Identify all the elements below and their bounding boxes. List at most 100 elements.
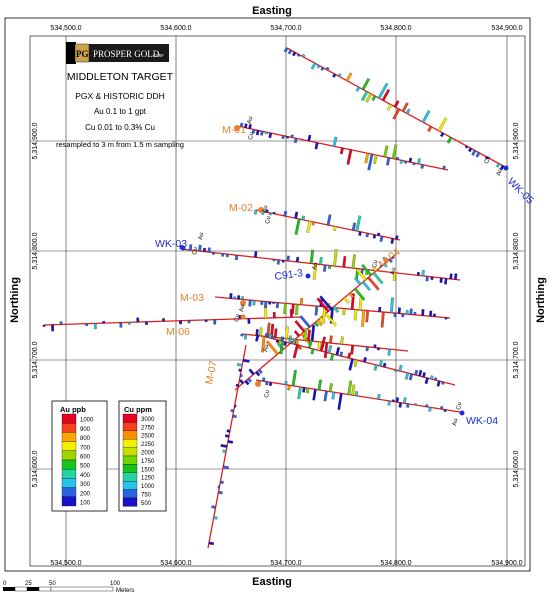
assay-bar	[255, 371, 261, 377]
legend-swatch	[61, 496, 77, 507]
legend-swatch	[61, 432, 77, 442]
assay-bar	[376, 347, 380, 351]
assay-bar	[302, 387, 306, 393]
assay-bar	[179, 320, 182, 325]
assay-bar	[236, 363, 243, 367]
assay-bar	[337, 73, 342, 78]
assay-bar	[218, 490, 223, 495]
assay-bar	[401, 102, 409, 112]
collar-wk04	[459, 410, 465, 416]
assay-bar	[247, 377, 252, 383]
assay-bar	[339, 147, 344, 155]
assay-bar	[294, 218, 301, 235]
assay-bar	[372, 234, 377, 239]
assay-bar	[425, 276, 429, 282]
assay-bar	[299, 315, 311, 328]
assay-bar	[316, 319, 323, 327]
assay-bar	[222, 465, 229, 470]
legend-label: 1250	[141, 476, 155, 482]
assay-bar	[406, 403, 410, 408]
assay-bar	[427, 125, 433, 132]
easting-tick-top: 534,500.0	[50, 25, 81, 32]
logo-text: PROSPER GOLD	[93, 49, 160, 59]
assay-bar	[257, 368, 263, 374]
assay-bar	[261, 335, 266, 353]
assay-bar	[301, 215, 305, 221]
legend-cu-title: Cu ppm	[124, 405, 152, 414]
assay-bar	[439, 277, 443, 283]
title-block: PG PROSPER GOLD CORP MIDDLETON TARGET PG…	[56, 42, 184, 149]
assay-bar	[260, 130, 264, 136]
assay-bar	[379, 264, 383, 268]
assay-bar	[248, 124, 252, 130]
assay-bar	[213, 319, 217, 325]
assay-bar	[339, 351, 344, 357]
legend-au-box	[51, 400, 108, 512]
assay-bar	[437, 117, 448, 132]
assay-bar	[389, 297, 394, 314]
assay-bar	[414, 369, 419, 376]
collar-c91	[305, 273, 311, 279]
assay-bar	[222, 449, 227, 453]
easting-tick-bottom: 534,900.0	[491, 560, 522, 567]
annot-au: Au	[198, 232, 205, 240]
assay-bar	[272, 211, 276, 215]
legend-label: 1000	[80, 418, 94, 424]
assay-bar	[446, 136, 453, 144]
assay-bar	[317, 379, 322, 391]
legend-swatch	[122, 481, 138, 490]
legend-label: 3000	[141, 417, 155, 423]
assay-bar	[484, 156, 489, 160]
assay-bar	[355, 268, 367, 281]
assay-bar	[314, 305, 319, 316]
assay-bar	[221, 253, 225, 257]
assay-bar	[440, 406, 444, 410]
assay-bar	[454, 273, 458, 280]
legend-swatch	[61, 441, 77, 451]
assay-bar	[379, 235, 384, 242]
assay-bar	[259, 327, 263, 337]
assay-bar	[348, 358, 354, 371]
assay-bar	[275, 302, 280, 309]
scale-units: Meters	[116, 588, 134, 594]
logo-mark-bar	[66, 42, 76, 64]
northing-tick-left: 5,314,700.0	[32, 341, 39, 378]
assay-bar	[324, 312, 337, 327]
assay-bar	[264, 332, 269, 338]
assay-bar	[335, 346, 341, 356]
legend-swatch	[122, 455, 138, 465]
assay-bar	[242, 358, 250, 363]
legend-label: 2750	[141, 425, 155, 431]
assay-bar	[284, 381, 288, 385]
northing-tick-right: 5,314,600.0	[513, 450, 520, 487]
legend-label: 200	[80, 491, 91, 497]
assay-bar	[202, 247, 206, 252]
assay-bar	[243, 334, 248, 340]
assay-bar	[219, 480, 224, 484]
assay-bar	[234, 254, 239, 261]
assay-bar	[444, 278, 448, 285]
scale-seg	[3, 587, 15, 591]
assay-bar	[314, 142, 319, 150]
assay-bar	[377, 82, 389, 99]
collar-wk03	[180, 245, 186, 251]
assay-bar	[285, 136, 289, 139]
assay-bar	[380, 311, 385, 328]
collars	[180, 125, 509, 416]
assay-bar	[383, 263, 388, 268]
assay-bar	[272, 259, 276, 262]
assay-bar	[397, 307, 401, 314]
axis-title-top: Easting	[252, 5, 292, 17]
assay-bar	[436, 380, 441, 387]
annot-cu: Cu	[456, 402, 463, 411]
assay-bar	[405, 310, 409, 315]
assay-bar	[327, 344, 333, 354]
assay-bar	[383, 145, 389, 158]
assay-bar	[350, 345, 355, 355]
assay-bar	[283, 341, 287, 346]
assay-bar	[408, 373, 413, 381]
scale-tick: 0	[3, 581, 7, 587]
assay-bar	[342, 256, 347, 268]
hole-label-m01: M-01	[222, 124, 246, 136]
assay-bar	[367, 276, 380, 291]
